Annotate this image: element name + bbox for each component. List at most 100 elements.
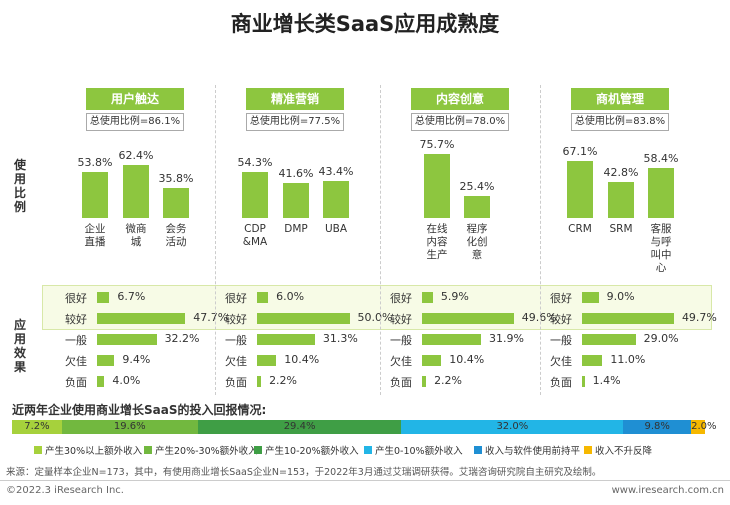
rating-bar: [422, 334, 481, 345]
rating-value: 49.7%: [681, 311, 717, 324]
rating-bar: [97, 334, 157, 345]
roi-segment: [12, 420, 62, 434]
rating-bar: [257, 292, 269, 303]
rating-bar: [97, 313, 186, 324]
legend-label: 产生0-10%额外收入: [375, 446, 463, 457]
group-total: 总使用比例=78.0%: [411, 113, 509, 131]
value-label: 67.1%: [562, 144, 598, 158]
rating-bar: [257, 334, 315, 345]
rating-label: 负面: [390, 376, 412, 389]
legend-label: 产生10-20%额外收入: [265, 446, 359, 457]
category-label: DMP: [284, 223, 308, 235]
category-label: UBA: [324, 223, 348, 235]
rating-bar: [97, 376, 105, 387]
rating-value: 47.7%: [193, 311, 229, 324]
category-label: CDP &MA: [242, 223, 268, 248]
rating-bar: [582, 292, 599, 303]
roi-label: 32.0%: [496, 421, 529, 432]
title: 商业增长类SaaS应用成熟度: [230, 12, 500, 36]
value-label: 25.4%: [459, 180, 495, 194]
category-label: 程序化创意: [466, 223, 488, 261]
bar: [608, 181, 634, 218]
rating-bar: [582, 334, 636, 345]
axis-label: 使用比例: [14, 158, 27, 214]
rating-value: 29.0%: [643, 332, 679, 345]
legend-swatch: [254, 446, 262, 454]
rating-value: 10.4%: [284, 353, 320, 366]
roi-segment: [623, 420, 692, 434]
url: www.iresearch.com.cn: [611, 485, 724, 496]
rating-label: 很好: [550, 292, 572, 305]
footer-rule: [0, 480, 730, 481]
legend-swatch: [144, 446, 152, 454]
axis-label: 应用效果: [14, 318, 27, 374]
group-total: 总使用比例=83.8%: [571, 113, 669, 131]
rating-value: 50.0%: [357, 311, 393, 324]
rating-value: 9.4%: [122, 353, 151, 366]
roi-label: 29.4%: [283, 421, 316, 432]
roi-title: 近两年企业使用商业增长SaaS的投入回报情况:: [12, 403, 267, 417]
rating-value: 9.0%: [606, 290, 635, 303]
rating-value: 11.0%: [610, 353, 646, 366]
roi-label: 2.0%: [691, 421, 717, 432]
separator: [380, 85, 381, 395]
rating-bar: [582, 376, 585, 387]
bar: [648, 168, 674, 218]
value-label: 75.7%: [419, 137, 455, 151]
bar: [82, 172, 108, 218]
bar: [323, 181, 349, 218]
rating-value: 4.0%: [112, 374, 141, 387]
value-label: 41.6%: [278, 166, 314, 180]
rating-value: 2.2%: [434, 374, 463, 387]
group-header: 用户触达: [86, 88, 184, 110]
rating-value: 49.6%: [521, 311, 557, 324]
roi-segment: [197, 420, 402, 434]
rating-value: 6.7%: [117, 290, 146, 303]
rating-value: 2.2%: [269, 374, 298, 387]
value-label: 54.3%: [237, 155, 273, 169]
rating-label: 负面: [65, 376, 87, 389]
roi-label: 19.6%: [113, 421, 146, 432]
rating-value: 31.9%: [489, 332, 524, 345]
rating-value: 31.3%: [322, 332, 358, 345]
category-label: 企业直播: [84, 223, 106, 248]
legend-swatch: [34, 446, 42, 454]
rating-label: 一般: [225, 334, 247, 347]
legend-label: 产生20%-30%额外收入: [155, 446, 258, 457]
separator: [215, 85, 216, 395]
rating-bar: [422, 292, 433, 303]
bar: [163, 187, 189, 218]
bar: [123, 164, 149, 218]
rating-bar: [257, 376, 262, 387]
value-label: 62.4%: [118, 148, 154, 162]
legend-label: 收入不升反降: [595, 446, 653, 457]
bar: [567, 160, 593, 218]
bar: [283, 182, 309, 218]
roi-segment: [401, 420, 624, 434]
rating-label: 很好: [65, 292, 87, 305]
group-header: 内容创意: [411, 88, 509, 110]
value-label: 35.8%: [158, 171, 194, 185]
copyright: ©2022.3 iResearch Inc.: [6, 485, 124, 496]
rating-label: 一般: [65, 334, 87, 347]
legend-swatch: [584, 446, 592, 454]
category-label: 微商城: [125, 223, 147, 248]
group-total: 总使用比例=86.1%: [86, 113, 184, 131]
roi-segment: [61, 420, 198, 434]
rating-label: 一般: [390, 334, 412, 347]
rating-label: 很好: [225, 292, 247, 305]
category-label: 客服与呼叫中心: [650, 223, 672, 274]
category-label: CRM: [568, 223, 592, 235]
group-header: 精准营销: [246, 88, 344, 110]
rating-label: 一般: [550, 334, 572, 347]
rating-label: 欠佳: [390, 355, 412, 368]
rating-value: 5.9%: [440, 290, 469, 303]
rating-bar: [97, 355, 115, 366]
separator: [540, 85, 541, 395]
legend-label: 产生30%以上额外收入: [45, 446, 143, 457]
rating-label: 较好: [225, 313, 247, 326]
rating-label: 较好: [65, 313, 87, 326]
rating-bar: [422, 376, 427, 387]
rating-label: 欠佳: [65, 355, 87, 368]
